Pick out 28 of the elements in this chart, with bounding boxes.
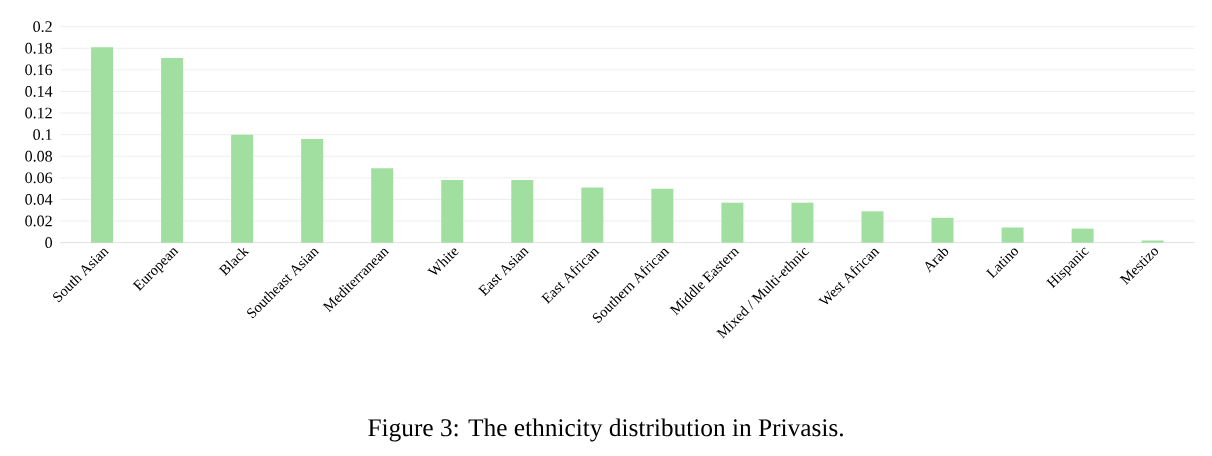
bar — [1071, 228, 1094, 243]
bar — [791, 202, 814, 243]
y-tick-label: 0.04 — [25, 194, 53, 205]
y-tick-label: 0.2 — [33, 21, 52, 33]
y-tick-label: 0.1 — [33, 129, 52, 141]
bar — [721, 202, 744, 243]
bar — [301, 138, 324, 243]
y-tick-label: 0.06 — [25, 172, 53, 184]
caption: Figure 3: The ethnicity distribution in Privasis. — [368, 418, 843, 442]
bar — [511, 180, 534, 243]
bar — [441, 180, 464, 243]
y-tick-label: 0.14 — [25, 86, 53, 97]
y-tick-label: 0.16 — [25, 64, 53, 76]
y-tick-label: 0.12 — [25, 107, 52, 119]
bar — [91, 47, 114, 243]
bar — [931, 217, 954, 243]
bar — [161, 57, 184, 243]
bar — [651, 188, 674, 243]
y-tick-label: 0.18 — [25, 42, 53, 54]
bar — [371, 168, 394, 243]
bar — [861, 211, 884, 243]
bar — [1001, 227, 1024, 243]
y-tick-label: 0.02 — [25, 215, 52, 227]
bar — [231, 134, 254, 243]
y-tick-label: 0 — [45, 237, 53, 249]
bar — [1141, 240, 1164, 243]
y-tick-label: 0.08 — [25, 150, 53, 162]
bar — [581, 187, 604, 243]
